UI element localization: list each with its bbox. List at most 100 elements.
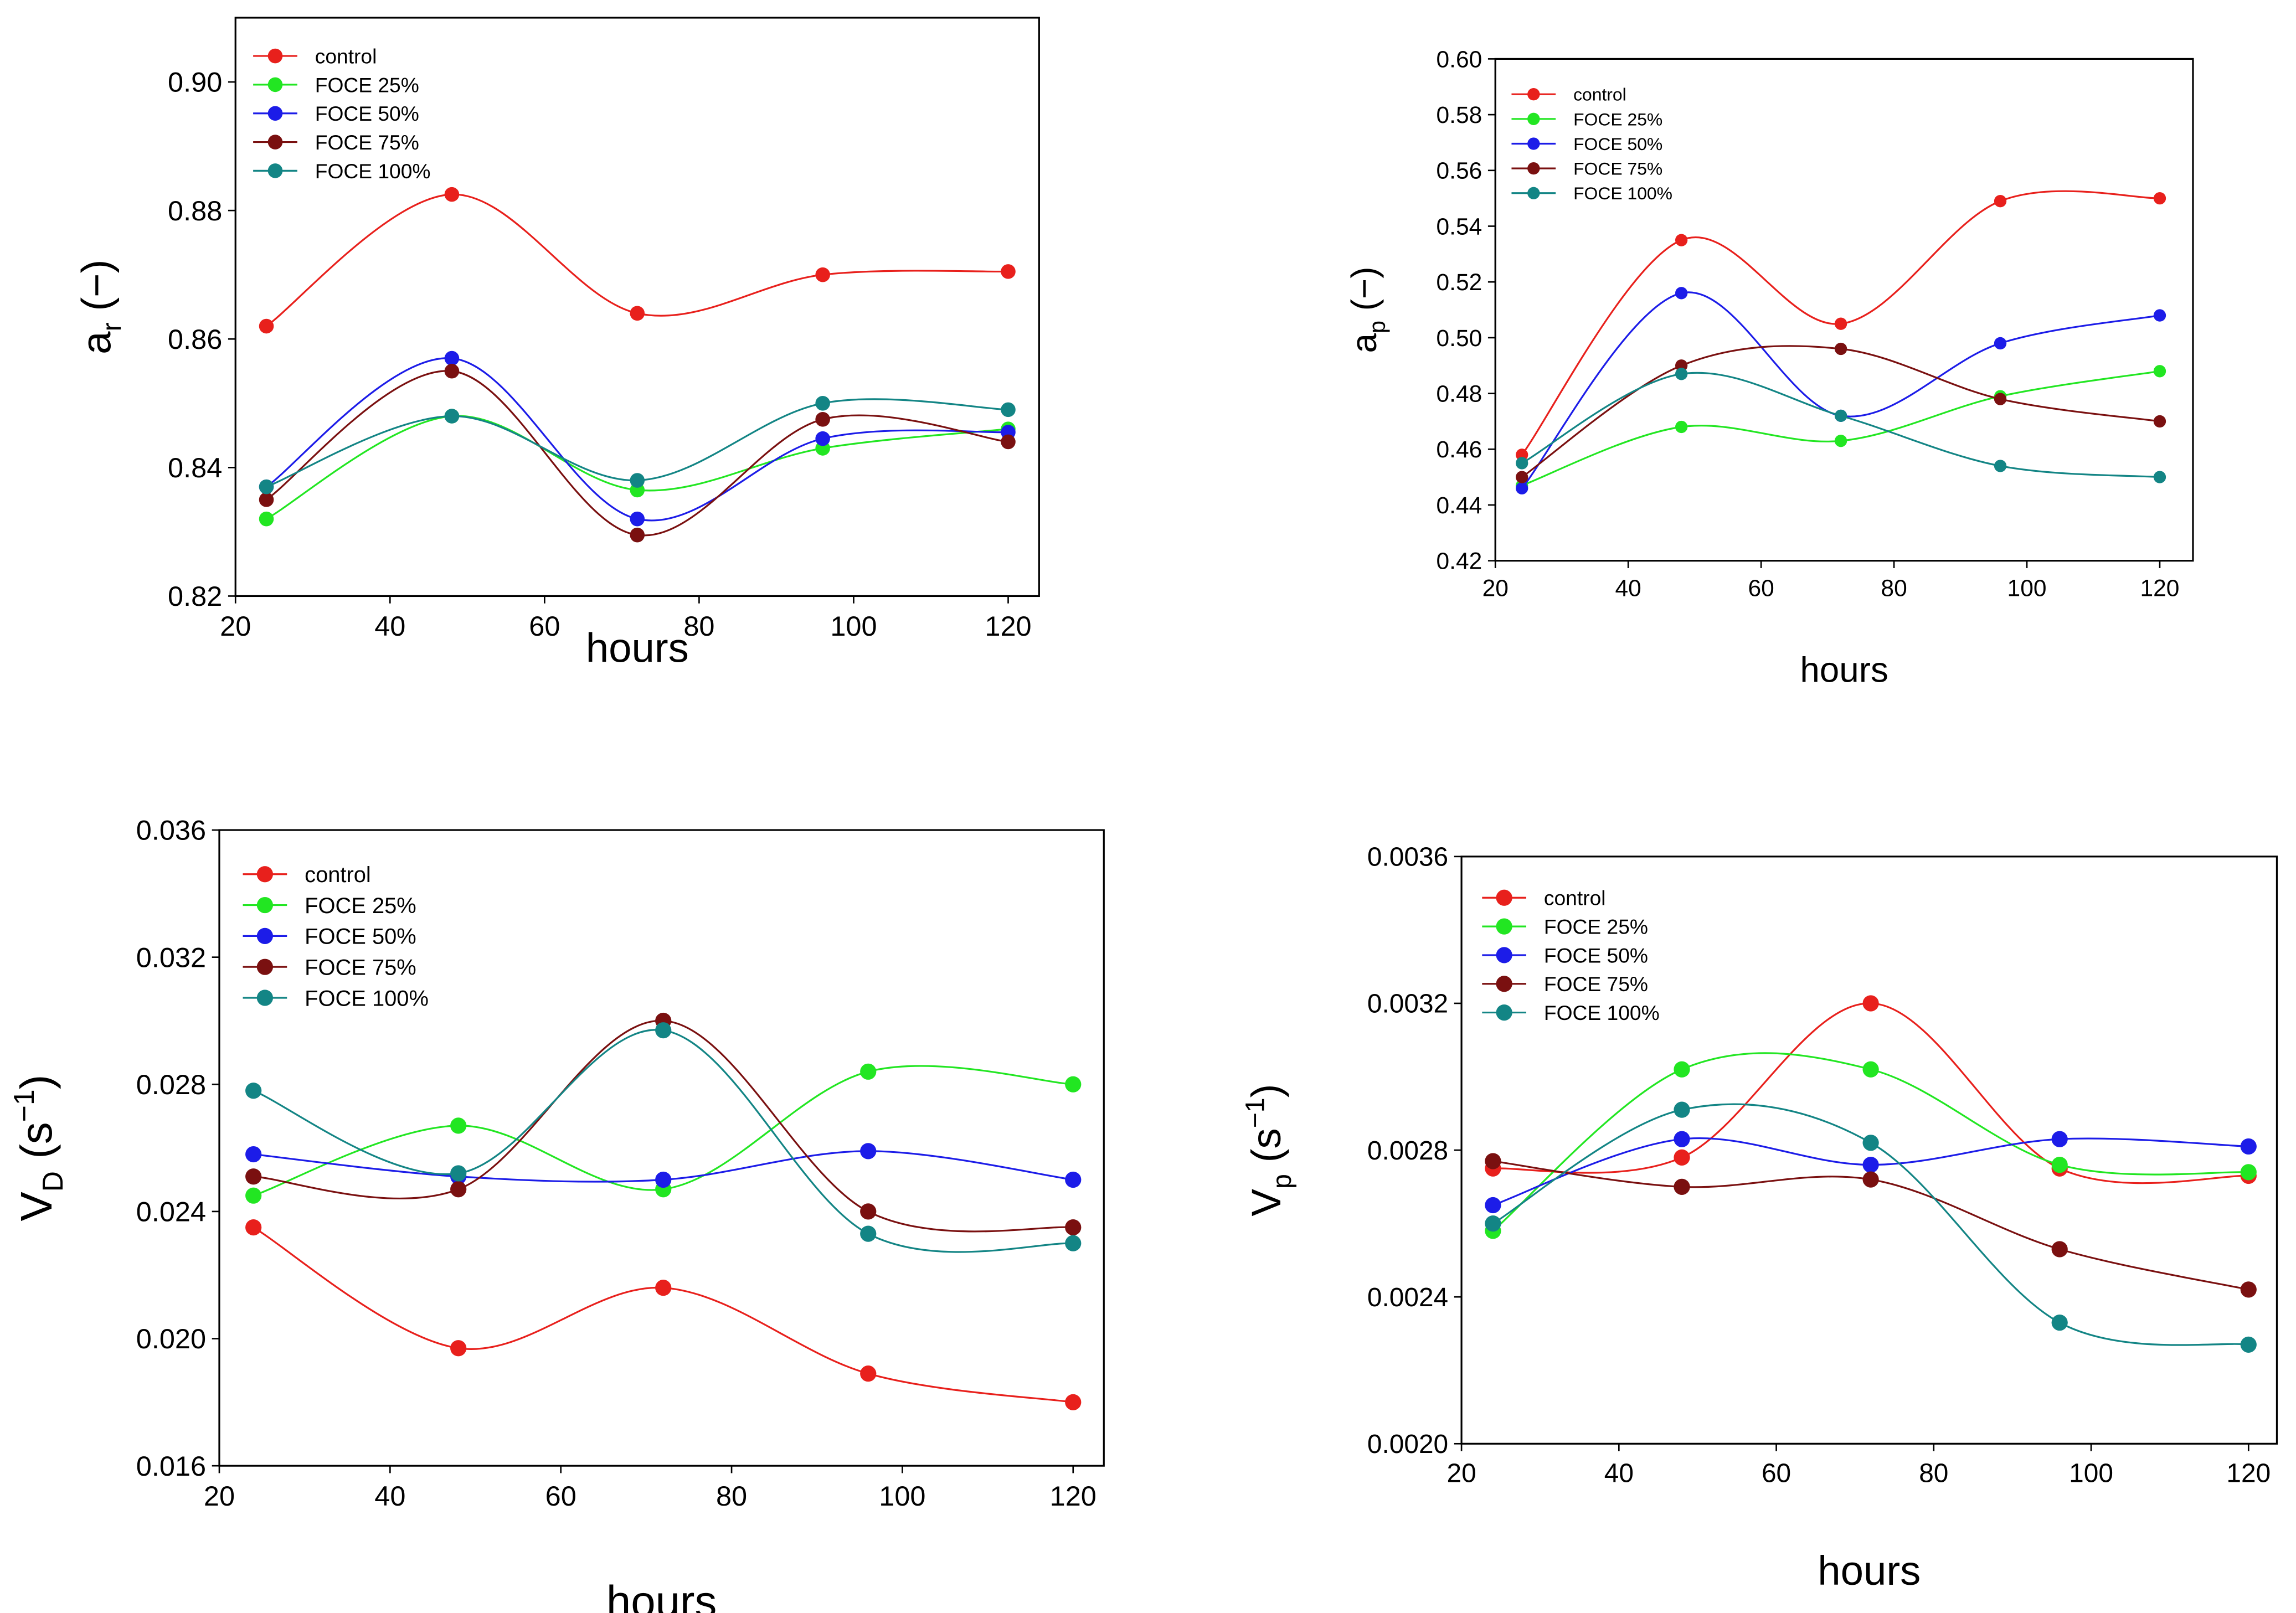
- y-tick-label: 0.032: [136, 941, 206, 973]
- data-point: [1994, 195, 2007, 208]
- data-point: [630, 527, 645, 543]
- data-point: [259, 318, 274, 334]
- data-point: [1674, 1061, 1690, 1078]
- legend-label: FOCE 50%: [305, 925, 416, 949]
- legend-marker: [1496, 947, 1512, 963]
- legend-marker: [256, 990, 274, 1006]
- legend-marker: [256, 866, 274, 883]
- y-tick-label: 0.024: [136, 1196, 206, 1228]
- legend-marker: [256, 927, 274, 944]
- data-point: [2051, 1131, 2068, 1147]
- legend-label: FOCE 100%: [1573, 183, 1672, 203]
- x-tick-label: 120: [985, 610, 1031, 642]
- y-tick-label: 0.52: [1437, 270, 1482, 296]
- series-foce-75-: [1485, 1153, 2257, 1298]
- y-axis-title-superscript: −1: [8, 1089, 40, 1122]
- data-point: [630, 306, 645, 321]
- y-tick-label: 0.016: [136, 1450, 206, 1482]
- legend-marker: [1527, 162, 1540, 175]
- data-point: [1065, 1219, 1082, 1236]
- y-tick-label: 0.54: [1437, 214, 1482, 240]
- data-point: [450, 1340, 467, 1357]
- x-tick-label: 20: [220, 610, 251, 642]
- x-axis-title: hours: [1818, 1548, 1921, 1594]
- legend-label: FOCE 25%: [1544, 915, 1648, 938]
- data-point: [2051, 1314, 2068, 1331]
- series-line: [266, 357, 1008, 522]
- data-point: [1001, 434, 1016, 450]
- y-tick-label: 0.84: [168, 452, 222, 483]
- series-line: [266, 193, 1008, 327]
- data-point: [1675, 368, 1688, 380]
- x-tick-label: 60: [1762, 1459, 1791, 1488]
- y-tick-label: 0.60: [1437, 47, 1482, 73]
- data-point: [815, 267, 830, 282]
- y-axis-title-base: a: [1344, 333, 1384, 353]
- data-point: [1516, 471, 1528, 483]
- series-foce-25-: [1516, 365, 2166, 492]
- legend-marker: [1496, 889, 1512, 906]
- x-tick-label: 100: [879, 1480, 925, 1512]
- series-foce-50-: [259, 351, 1016, 527]
- data-point: [630, 511, 645, 527]
- legend-label: FOCE 75%: [315, 131, 419, 154]
- legend-marker: [1527, 187, 1540, 199]
- series-line: [1521, 190, 2160, 456]
- y-tick-label: 0.56: [1437, 158, 1482, 184]
- y-tick-label: 0.0032: [1367, 990, 1448, 1019]
- x-tick-label: 100: [2007, 575, 2047, 601]
- x-tick-label: 20: [1446, 1459, 1476, 1488]
- series-line: [1521, 370, 2160, 487]
- legend-label: FOCE 100%: [305, 986, 429, 1011]
- legend-marker: [1496, 918, 1512, 935]
- data-point: [2153, 309, 2166, 322]
- legend-label: FOCE 50%: [1544, 944, 1648, 967]
- data-point: [1834, 317, 1847, 330]
- y-axis-title-end: ): [12, 1075, 61, 1090]
- data-point: [2153, 471, 2166, 483]
- legend-marker: [1496, 976, 1512, 992]
- data-point: [1675, 420, 1688, 434]
- x-tick-label: 100: [830, 610, 877, 642]
- data-point: [245, 1219, 262, 1236]
- series-foce-25-: [259, 409, 1016, 527]
- x-tick-label: 60: [1748, 575, 1774, 601]
- x-tick-label: 100: [2069, 1459, 2113, 1488]
- x-tick-label: 80: [1881, 575, 1907, 601]
- chart-2: 20 40 60 80 100 120 0.42 0.44 0.46 0.48 0.50 0.52 0.…: [1344, 47, 2194, 690]
- data-point: [1675, 287, 1688, 300]
- y-tick-label: 0.50: [1437, 326, 1482, 352]
- legend-label: FOCE 75%: [1544, 972, 1648, 996]
- y-axis-title-unit: (−): [73, 260, 119, 323]
- chart-4: 20 40 60 80 100 120 0.0020 0.0024 0.0028 0.0032 0.…: [1240, 843, 2278, 1594]
- data-point: [444, 363, 460, 379]
- data-point: [815, 412, 830, 427]
- series-foce-50-: [1516, 287, 2166, 494]
- data-point: [1862, 1135, 1879, 1151]
- y-axis-title-unit: (s: [12, 1122, 61, 1171]
- data-point: [2051, 1241, 2068, 1258]
- x-tick-label: 40: [1615, 575, 1641, 601]
- data-point: [2153, 192, 2166, 205]
- x-axis-title: hours: [586, 625, 689, 671]
- y-axis-title-superscript: −1: [1240, 1097, 1270, 1128]
- y-tick-label: 0.0024: [1367, 1283, 1448, 1312]
- x-tick-label: 40: [1604, 1459, 1634, 1488]
- data-point: [1862, 995, 1879, 1012]
- data-point: [245, 1187, 262, 1204]
- series-foce-100-: [1485, 1101, 2257, 1353]
- x-tick-label: 80: [1919, 1459, 1948, 1488]
- data-point: [245, 1168, 262, 1185]
- data-point: [860, 1225, 877, 1242]
- data-point: [1994, 393, 2007, 405]
- data-point: [2153, 365, 2166, 378]
- series-line: [1521, 372, 2160, 478]
- data-point: [245, 1146, 262, 1163]
- data-point: [450, 1181, 467, 1198]
- data-point: [1862, 1061, 1879, 1078]
- y-axis-title-base: V: [1243, 1189, 1289, 1217]
- data-point: [1834, 409, 1847, 422]
- x-tick-label: 120: [2140, 575, 2180, 601]
- x-tick-label: 40: [374, 1480, 405, 1512]
